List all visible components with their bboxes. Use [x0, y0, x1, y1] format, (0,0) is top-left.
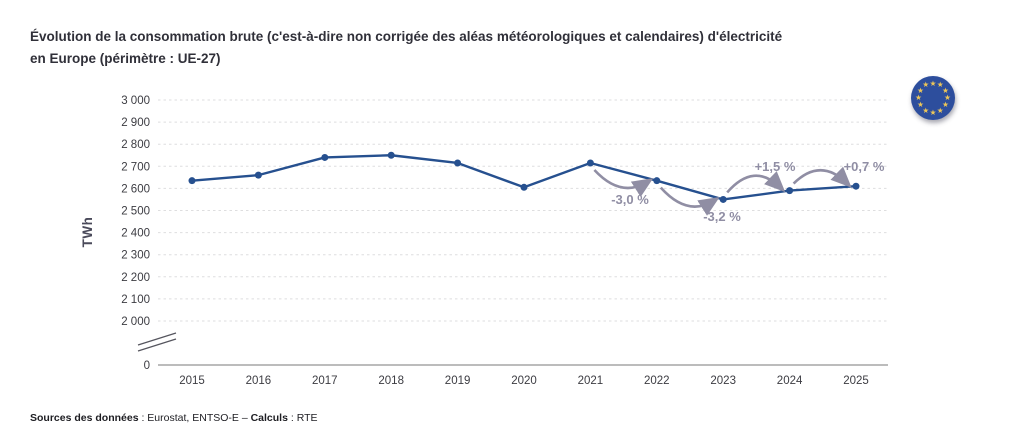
- calculs-label: Calculs: [250, 412, 288, 424]
- eu-star-icon: ★: [944, 93, 951, 102]
- page-title: Évolution de la consommation brute (c'es…: [30, 26, 930, 69]
- trend-percentage-label: +1,5 %: [755, 159, 796, 174]
- zero-tick-label: 0: [144, 360, 150, 372]
- y-tick-label: 2 200: [121, 272, 150, 284]
- trend-arrow: [659, 186, 720, 216]
- eu-star-icon: ★: [917, 100, 924, 110]
- x-tick-label: 2019: [445, 375, 471, 387]
- x-tick-label: 2017: [312, 375, 338, 387]
- y-tick-label: 2 700: [121, 161, 150, 173]
- eu-flag-icon: ★ ★ ★ ★ ★ ★ ★ ★ ★ ★ ★ ★: [911, 76, 955, 120]
- y-tick-label: 2 900: [121, 117, 150, 129]
- eu-star-icon: ★: [915, 93, 922, 102]
- axes-group: [137, 332, 888, 366]
- eu-star-icon: ★: [942, 85, 949, 95]
- eu-star-icon: ★: [922, 105, 930, 115]
- x-tick-label: 2025: [843, 375, 869, 387]
- tick-labels-group: 2 000 2 100 2 200 2 300 2 400 2 500 2 600 2 700…: [121, 95, 869, 387]
- y-tick-label: 2 800: [121, 139, 150, 151]
- x-tick-label: 2018: [378, 375, 404, 387]
- x-tick-label: 2022: [644, 375, 670, 387]
- axis-break-icon: [137, 332, 177, 346]
- x-tick-label: 2024: [777, 375, 803, 387]
- x-tick-label: 2021: [578, 375, 604, 387]
- data-point: [254, 171, 262, 179]
- y-tick-label: 2 100: [121, 294, 150, 306]
- series-group: [188, 151, 860, 203]
- data-point: [852, 182, 860, 190]
- page-title-line1: Évolution de la consommation brute (c'es…: [30, 29, 783, 44]
- eu-star-icon: ★: [917, 85, 924, 95]
- eu-star-icon: ★: [936, 80, 944, 90]
- calculs-value: : RTE: [287, 412, 318, 424]
- data-point: [586, 159, 594, 167]
- axis-break-icon: [137, 338, 177, 352]
- y-tick-label: 2 300: [121, 250, 150, 262]
- y-axis-title: TWh: [80, 217, 95, 248]
- x-tick-label: 2023: [710, 375, 736, 387]
- data-point: [719, 195, 727, 203]
- eu-star-icon: ★: [942, 100, 949, 110]
- gridlines-group: [158, 99, 888, 322]
- y-tick-label: 2 500: [121, 206, 150, 218]
- x-tick-label: 2020: [511, 375, 537, 387]
- page-title-line2: en Europe (périmètre : UE-27): [30, 50, 221, 66]
- sources-value: : Eurostat, ENTSO-E –: [138, 412, 251, 424]
- eu-star-icon: ★: [922, 80, 930, 90]
- data-point: [520, 183, 528, 191]
- trend-arrow: [792, 166, 852, 188]
- eu-star-icon: ★: [929, 78, 937, 88]
- trend-percentage-label: -3,0 %: [611, 192, 649, 207]
- data-point: [188, 177, 196, 185]
- x-tick-label: 2015: [179, 375, 205, 387]
- trend-percentage-label: +0,7 %: [844, 159, 885, 174]
- y-tick-label: 2 400: [121, 228, 150, 240]
- trend-arrows-group: -3,0 % -3,2 % +1,5 % +0,7 %: [593, 159, 885, 224]
- data-point: [454, 159, 462, 167]
- sources-note: Sources des données : Eurostat, ENTSO-E …: [30, 412, 318, 424]
- eu-star-icon: ★: [929, 107, 937, 117]
- data-point: [786, 187, 794, 195]
- data-point: [321, 153, 329, 161]
- trend-arrow: [593, 169, 654, 198]
- sources-label: Sources des données: [30, 412, 139, 424]
- x-tick-label: 2016: [246, 375, 272, 387]
- trend-percentage-label: -3,2 %: [703, 209, 741, 224]
- y-tick-label: 2 000: [121, 316, 150, 328]
- data-point: [653, 177, 661, 185]
- eu-star-icon: ★: [936, 105, 944, 115]
- y-tick-label: 3 000: [121, 95, 150, 107]
- trend-arrow: [726, 171, 786, 194]
- data-point: [387, 151, 395, 159]
- y-tick-label: 2 600: [121, 183, 150, 195]
